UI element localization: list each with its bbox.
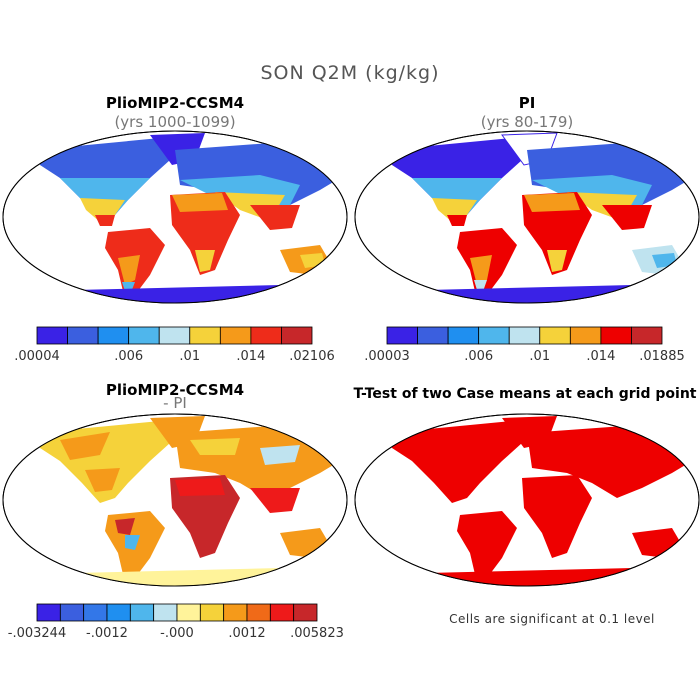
cb1-swatch — [281, 326, 313, 345]
cb3-swatch — [246, 603, 271, 622]
cb2-swatch — [539, 326, 571, 345]
cb2-swatch — [508, 326, 541, 345]
cb3-label: .005823 — [290, 626, 344, 641]
cb3-label: -.0012 — [86, 626, 128, 641]
cb1-label: .00004 — [14, 349, 60, 364]
map-panel-3 — [2, 413, 348, 587]
cb2-label: .006 — [464, 349, 493, 364]
panel2-subtitle: (yrs 80-179) — [480, 113, 574, 131]
panel1-subtitle: (yrs 1000-1099) — [114, 113, 236, 131]
map-panel-1 — [2, 130, 348, 304]
cb3-swatch — [223, 603, 248, 622]
cb2-swatch — [631, 326, 663, 345]
cb1-swatch — [158, 326, 191, 345]
cb3-swatch — [106, 603, 131, 622]
panel1-title: PlioMIP2-CCSM4 — [105, 94, 245, 112]
cb3-label: -.003244 — [8, 626, 66, 641]
cb3-swatch — [269, 603, 295, 622]
cb2-label: .01885 — [639, 349, 685, 364]
cb3-swatch — [59, 603, 85, 622]
cb1-swatch — [250, 326, 282, 345]
cb2-swatch — [478, 326, 510, 345]
figure-title: SON Q2M (kg/kg) — [260, 62, 440, 84]
panel3-subtitle: - PI — [163, 394, 187, 412]
cb2-swatch — [417, 326, 449, 345]
cb2-swatch — [569, 326, 602, 345]
cb3-swatch — [199, 603, 225, 622]
cb1-swatch — [189, 326, 221, 345]
cb1-swatch — [128, 326, 160, 345]
cb2-swatch — [386, 326, 418, 345]
map-panel-2 — [354, 130, 700, 304]
panel2-title: PI — [518, 94, 536, 112]
colorbar-1: .00004 .006 .01 .014 .02106 — [14, 326, 335, 364]
cb1-swatch — [97, 326, 130, 345]
cb2-label: .00003 — [364, 349, 410, 364]
map-panel-4 — [354, 413, 700, 587]
cb1-swatch — [219, 326, 252, 345]
cb1-label: .006 — [114, 349, 143, 364]
cb1-label: .01 — [179, 349, 200, 364]
panel4-title: T-Test of two Case means at each grid po… — [353, 386, 697, 402]
cb2-swatch — [600, 326, 632, 345]
cb2-label: .014 — [586, 349, 615, 364]
cb3-swatch — [83, 603, 108, 622]
colorbar-3: -.003244 -.0012 -.000 .0012 .005823 — [8, 603, 344, 641]
cb1-label: .02106 — [289, 349, 335, 364]
cb2-swatch — [447, 326, 480, 345]
cb3-label: -.000 — [160, 626, 194, 641]
panel3-title: PlioMIP2-CCSM4 — [105, 381, 245, 399]
cb2-label: .01 — [529, 349, 550, 364]
cb3-label: .0012 — [228, 626, 265, 641]
significance-footnote: Cells are significant at 0.1 level — [449, 612, 655, 626]
cb1-label: .014 — [236, 349, 265, 364]
cb3-swatch — [129, 603, 155, 622]
cb3-swatch — [36, 603, 61, 622]
cb3-swatch — [293, 603, 318, 622]
cb3-swatch — [176, 603, 201, 622]
cb3-swatch — [153, 603, 178, 622]
colorbar-2: .00003 .006 .01 .014 .01885 — [364, 326, 685, 364]
cb1-swatch — [36, 326, 68, 345]
cb1-swatch — [67, 326, 99, 345]
